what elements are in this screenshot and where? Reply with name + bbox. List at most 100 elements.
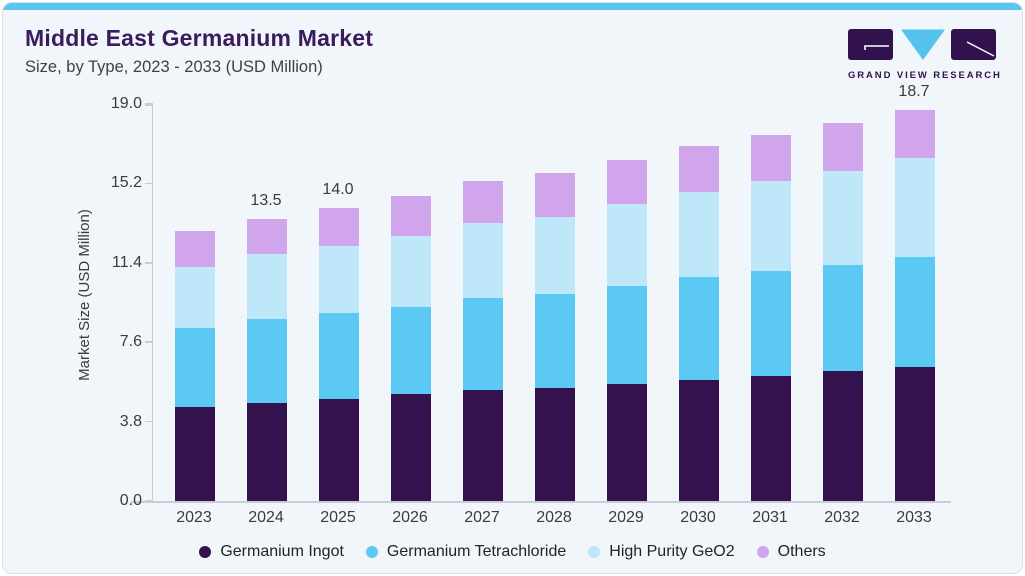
bar-segment — [319, 312, 359, 399]
legend-item: High Purity GeO2 — [588, 543, 735, 561]
page-title: Middle East Germanium Market — [25, 25, 374, 51]
y-tick-mark — [145, 500, 153, 502]
legend-item: Germanium Tetrachloride — [365, 543, 567, 561]
bar-segment — [679, 191, 719, 278]
bar-segment — [391, 394, 431, 501]
stacked-bar-2031 — [751, 135, 791, 501]
bar-segment — [895, 256, 935, 368]
bar-segment — [391, 235, 431, 307]
x-tick-label: 2025 — [320, 509, 356, 526]
legend-swatch-icon — [199, 546, 212, 558]
x-tick-label: 2032 — [824, 509, 860, 526]
x-tick-label: 2027 — [464, 509, 500, 526]
legend-item: Others — [756, 543, 826, 561]
bar-segment — [175, 406, 215, 501]
bar-segment — [319, 208, 359, 247]
bar-segment — [679, 145, 719, 192]
x-tick-label: 2028 — [536, 509, 572, 526]
bar-segment — [247, 402, 287, 501]
bar-segment — [751, 271, 791, 376]
stacked-bar-2026 — [391, 195, 431, 501]
bar-segment — [463, 223, 503, 299]
bar-segment — [175, 231, 215, 267]
stacked-bar-2027 — [463, 181, 503, 501]
x-tick-label: 2024 — [248, 509, 284, 526]
header: Middle East Germanium Market Size, by Ty… — [25, 25, 373, 77]
bar-segment — [895, 367, 935, 501]
legend-swatch-icon — [756, 546, 769, 558]
bar-segment — [823, 371, 863, 501]
total-label: 13.5 — [250, 191, 282, 209]
x-tick-label: 2033 — [896, 509, 932, 526]
stacked-bar-2023 — [175, 231, 215, 501]
brand-logo-caption: GRAND VIEW RESEARCH — [848, 70, 1002, 81]
bar-segment — [319, 246, 359, 313]
legend-label: High Purity GeO2 — [609, 543, 735, 560]
bar-segment — [535, 172, 575, 217]
y-tick-mark — [145, 420, 153, 423]
bar-segment — [391, 306, 431, 395]
y-tick-mark — [145, 182, 153, 185]
bar-segment — [463, 181, 503, 224]
stacked-bar-2028 — [535, 172, 575, 501]
y-tick-label: 19.0 — [110, 95, 142, 112]
total-label: 14.0 — [322, 181, 354, 199]
legend-label: Germanium Tetrachloride — [386, 543, 567, 560]
y-axis-top-tick — [145, 104, 153, 106]
y-tick-mark — [145, 103, 153, 105]
legend-label: Others — [777, 543, 826, 560]
bar-segment — [751, 375, 791, 501]
legend-swatch-icon — [588, 546, 601, 558]
bar-segment — [463, 390, 503, 501]
bar-segment — [247, 254, 287, 320]
stacked-bar-2025 — [319, 208, 359, 501]
y-tick-label: 0.0 — [119, 492, 142, 509]
page-subtitle: Size, by Type, 2023 - 2033 (USD Million) — [25, 58, 323, 76]
y-tick-label: 11.4 — [112, 253, 142, 271]
bar-segment — [391, 195, 431, 236]
legend-label: Germanium Ingot — [220, 543, 344, 560]
stacked-bar-2024 — [247, 218, 287, 501]
bar-segment — [247, 218, 287, 255]
x-tick-label: 2030 — [680, 509, 716, 526]
bar-segment — [751, 181, 791, 272]
y-tick-label: 15.2 — [110, 174, 142, 192]
bar-segment — [535, 388, 575, 501]
x-tick-label: 2031 — [752, 509, 788, 526]
bar-segment — [463, 298, 503, 391]
bar-segment — [175, 327, 215, 407]
bar-segment — [679, 379, 719, 501]
bar-segment — [535, 294, 575, 389]
bar-segment — [175, 266, 215, 328]
y-tick-label: 3.8 — [119, 412, 142, 430]
bar-segment — [247, 319, 287, 403]
gvr-logo-icon — [848, 29, 996, 60]
legend-swatch-icon — [365, 546, 378, 558]
bar-segment — [823, 170, 863, 265]
bar-segment — [823, 122, 863, 171]
legend-item: Germanium Ingot — [199, 543, 344, 561]
x-tick-label: 2023 — [176, 509, 212, 526]
bar-segment — [895, 158, 935, 257]
stacked-bar-2033 — [895, 110, 935, 501]
bar-segment — [679, 277, 719, 380]
brand-logo: GRAND VIEW RESEARCH — [848, 29, 1002, 81]
y-tick-label: 7.6 — [119, 333, 142, 351]
x-axis-line — [131, 501, 951, 503]
bar-segment — [319, 398, 359, 501]
accent-topbar — [3, 3, 1022, 10]
y-tick-mark — [145, 341, 153, 343]
y-tick-mark — [145, 262, 153, 264]
stacked-bar-2029 — [607, 160, 647, 501]
stacked-bar-2030 — [679, 145, 719, 501]
total-label: 18.7 — [898, 83, 930, 101]
stacked-bar-2032 — [823, 122, 863, 501]
y-axis-title: Market Size (USD Million) — [76, 209, 93, 381]
bar-segment — [607, 383, 647, 501]
bar-segment — [607, 204, 647, 286]
plot-area — [152, 104, 949, 501]
legend: Germanium Ingot Germanium Tetrachloride Hi… — [3, 543, 1022, 561]
x-tick-label: 2029 — [608, 509, 644, 526]
bar-segment — [895, 110, 935, 159]
